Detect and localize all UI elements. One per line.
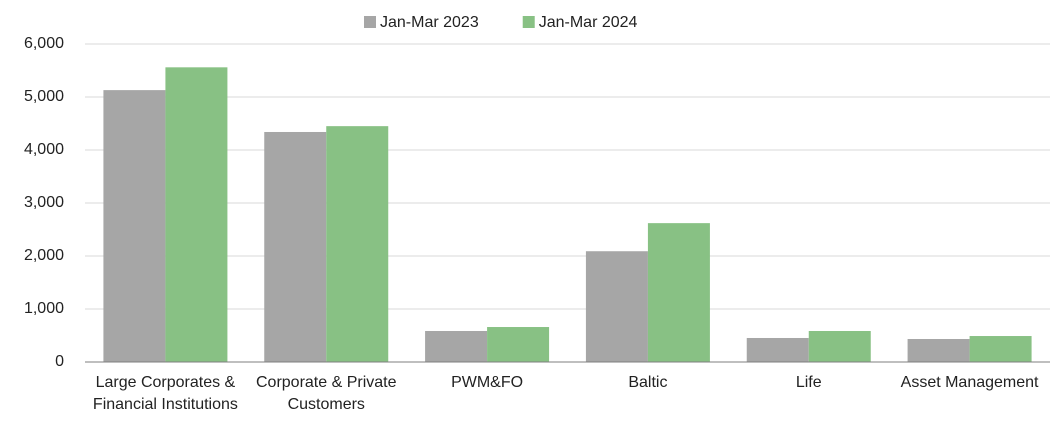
y-tick-label: 6,000: [24, 35, 64, 52]
x-tick-label: Asset Management: [900, 374, 1039, 391]
bar: [425, 330, 488, 362]
bar: [487, 327, 550, 362]
bar: [808, 330, 871, 362]
bar: [746, 337, 809, 362]
y-tick-label: 5,000: [24, 88, 64, 105]
y-tick-label: 2,000: [24, 247, 64, 264]
legend-label: Jan-Mar 2024: [539, 14, 638, 31]
x-tick-label: Life: [795, 374, 822, 391]
x-tick-label: Large Corporates & Financial Institution…: [92, 374, 238, 413]
bar: [647, 223, 710, 362]
bar: [585, 251, 648, 362]
legend-swatch: [364, 16, 376, 28]
x-tick-label: Corporate & Private Customers: [255, 374, 397, 413]
y-tick-label: 0: [55, 353, 64, 370]
x-tick-label: Baltic: [628, 374, 668, 391]
y-tick-label: 1,000: [24, 300, 64, 317]
y-tick-label: 4,000: [24, 141, 64, 158]
bar: [103, 90, 166, 363]
x-tick-label: PWM&FO: [451, 374, 524, 391]
bar: [264, 131, 327, 362]
legend-swatch: [522, 16, 535, 28]
legend-label: Jan-Mar 2023: [380, 14, 479, 31]
bar: [326, 126, 389, 363]
bar: [969, 336, 1032, 362]
bar: [165, 67, 228, 362]
y-tick-label: 3,000: [24, 194, 64, 211]
bar: [907, 338, 970, 362]
